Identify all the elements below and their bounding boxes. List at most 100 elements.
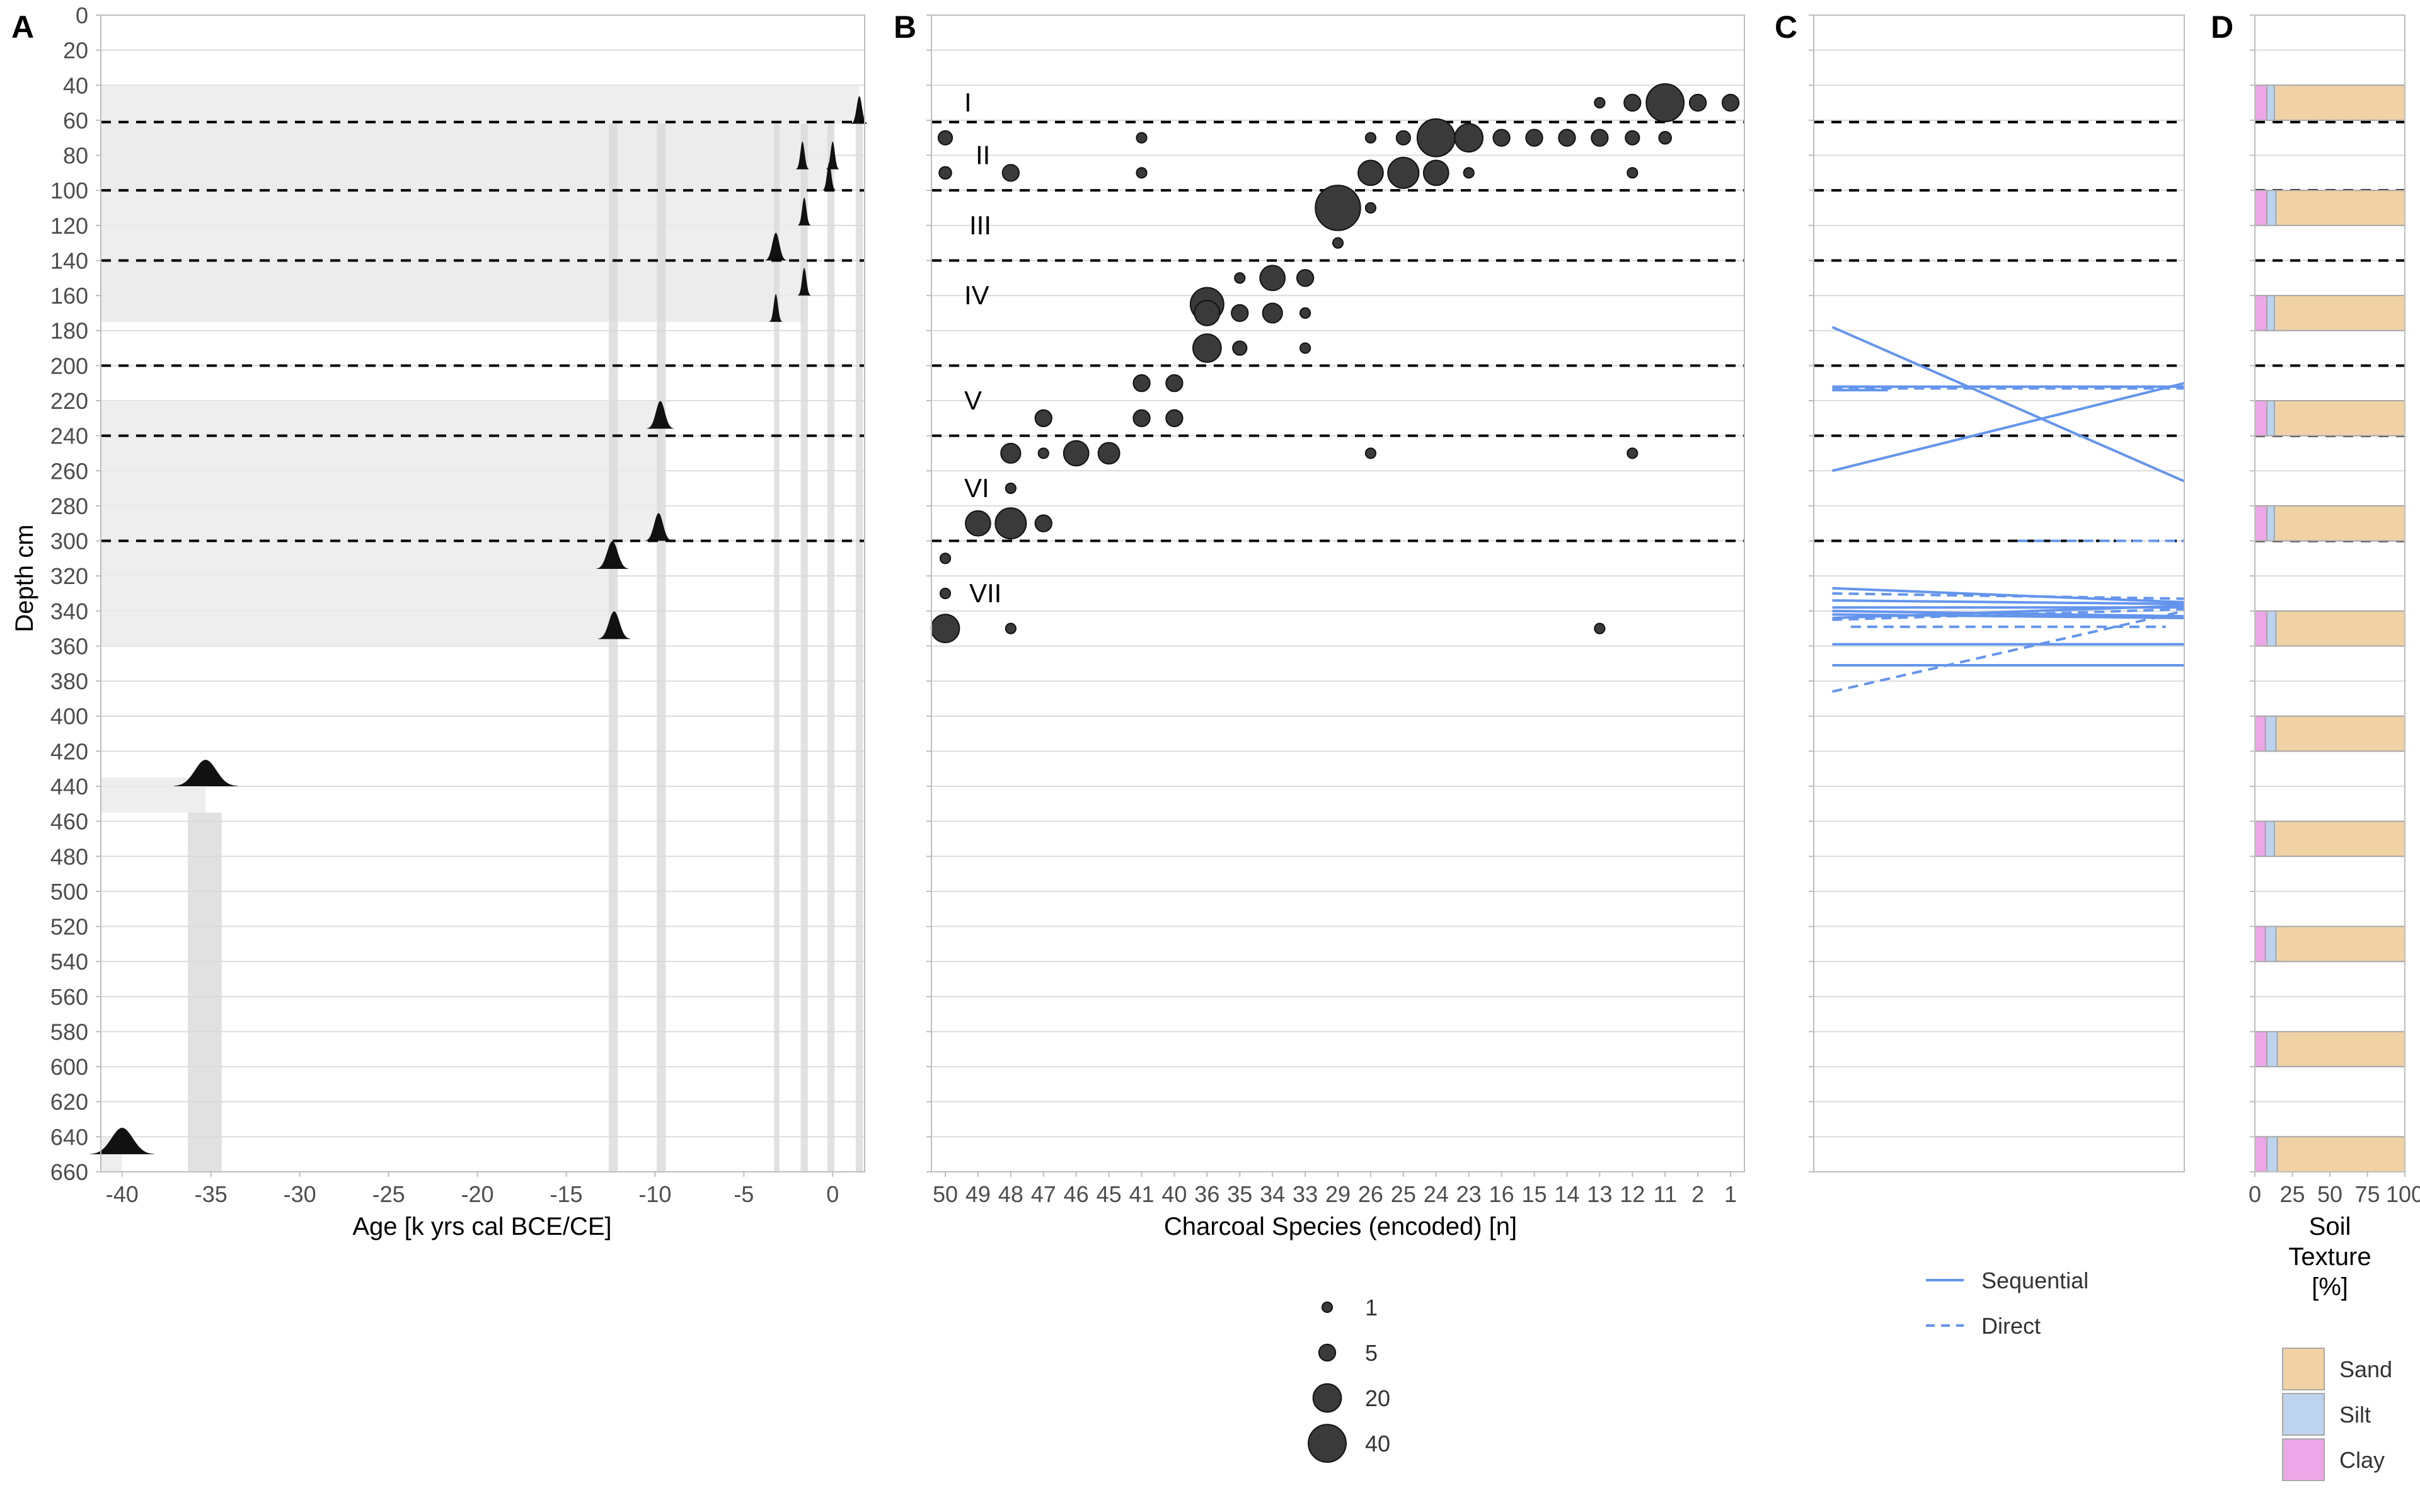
sequential-correlation-line [1832,587,2185,604]
depth-tick-label: 240 [50,423,88,449]
charcoal-point [930,614,960,643]
x-tick-label: 13 [1587,1181,1612,1207]
correlation-line-legend: Sequential Direct [1926,1268,2089,1339]
charcoal-point [1132,409,1151,427]
size-legend-key [1321,1301,1334,1314]
depth-range-band [101,85,860,124]
depth-tick-label: 620 [50,1089,88,1115]
depth-tick-label: 380 [50,668,88,694]
x-tick-label: 47 [1031,1181,1056,1207]
soil-bar-clay [2254,190,2268,226]
x-tick-label: -35 [195,1181,228,1207]
depth-tick-label: 160 [50,283,88,309]
x-tick-label: 45 [1097,1181,1122,1207]
depth-tick-label: 200 [50,353,88,379]
soil-legend-label: Clay [2339,1447,2385,1473]
depth-tick-label: 260 [50,458,88,484]
charcoal-point [1364,132,1377,144]
panel-letter-c: C [1775,9,1797,45]
sequential-correlation-line [1831,326,2185,483]
panel-d-x-axis-label-line1: Soil [2309,1213,2351,1240]
size-legend-label: 40 [1365,1431,1390,1457]
x-tick-label: 23 [1456,1181,1482,1207]
soil-bar-sand [2273,84,2406,121]
charcoal-point [1136,167,1148,179]
age-range-band [657,123,666,1172]
depth-tick-label: 500 [50,879,88,905]
charcoal-point [1234,272,1246,284]
soil-bar-silt [2264,820,2275,857]
x-tick-label: 24 [1424,1181,1449,1207]
soil-bar-silt [2266,505,2275,542]
soil-bar-clay [2254,820,2266,857]
soil-bar-silt [2266,84,2275,121]
x-tick-label: 40 [1161,1181,1187,1207]
x-tick-label: -30 [284,1181,316,1207]
charcoal-point [937,130,954,146]
x-tick-label: 16 [1489,1181,1514,1207]
panel-d-x-axis-label-line3: [%] [2312,1273,2348,1301]
depth-tick-label: 120 [50,213,88,239]
charcoal-point [994,507,1027,540]
line-legend-label: Direct [1981,1313,2041,1339]
size-legend-key [1308,1424,1347,1463]
size-legend-key [1318,1343,1337,1362]
charcoal-point [1594,622,1606,634]
unit-label-III: III [969,210,991,240]
unit-label-IV: IV [964,280,989,310]
age-probability-distribution [822,163,836,191]
soil-legend-label: Sand [2339,1356,2392,1382]
line-legend-label: Sequential [1981,1268,2089,1293]
soil-bar-silt [2264,925,2277,963]
age-probability-distribution [796,141,809,169]
panel-d-soil-texture-chart: 0 25 50 75 100 [2249,14,2420,1207]
panel-border [100,14,865,1172]
soil-bar-sand [2273,400,2406,437]
soil-bar-silt [2266,610,2277,647]
x-tick-label: 34 [1260,1181,1285,1207]
depth-tick-label: 480 [50,844,88,869]
soil-bar-clay [2254,505,2268,542]
size-legend-label: 1 [1365,1295,1378,1320]
charcoal-point [1395,130,1411,146]
soil-bar-clay [2254,610,2268,647]
age-range-band [609,123,618,1172]
charcoal-point [1645,83,1685,123]
depth-tick-labels: 0 20 40 60 80 100 120 140 160 180 200 220 240 260 280 3… [50,3,88,1185]
x-tick-label: 41 [1129,1181,1154,1207]
charcoal-point [1625,130,1640,146]
charcoal-point [1364,447,1377,459]
charcoal-point [1422,159,1449,186]
depth-tick-label: 100 [50,178,88,203]
x-tick-label: 49 [965,1181,991,1207]
depth-range-band [101,123,805,191]
depth-tick-label: 420 [50,738,88,764]
depth-range-band [101,541,614,646]
charcoal-point [1262,302,1283,324]
depth-tick-label: 20 [63,38,88,64]
charcoal-point [1688,93,1707,112]
age-probability-distribution [765,232,786,261]
charcoal-point [1492,129,1511,147]
soil-bar-sand [2275,190,2406,226]
charcoal-point [939,587,952,600]
depth-tick-label: 60 [63,108,88,134]
age-probability-distribution [798,197,811,226]
depth-tick-label: 280 [50,493,88,519]
depth-tick-label: 440 [50,774,88,799]
age-range-band [774,123,780,1172]
x-tick-label: 25 [1391,1181,1416,1207]
charcoal-point [1063,440,1090,467]
unit-label-V: V [964,386,982,415]
panel-d-x-axis-label-line2: Texture [2288,1243,2371,1271]
x-tick-label: -20 [461,1181,494,1207]
age-probability-distribution [798,268,811,296]
sequential-correlation-line [1832,604,2185,619]
x-tick-label: 35 [1227,1181,1252,1207]
age-range-band [827,123,835,1172]
size-legend-key [1312,1383,1342,1413]
charcoal-point [1721,93,1740,112]
charcoal-point [1454,123,1484,153]
